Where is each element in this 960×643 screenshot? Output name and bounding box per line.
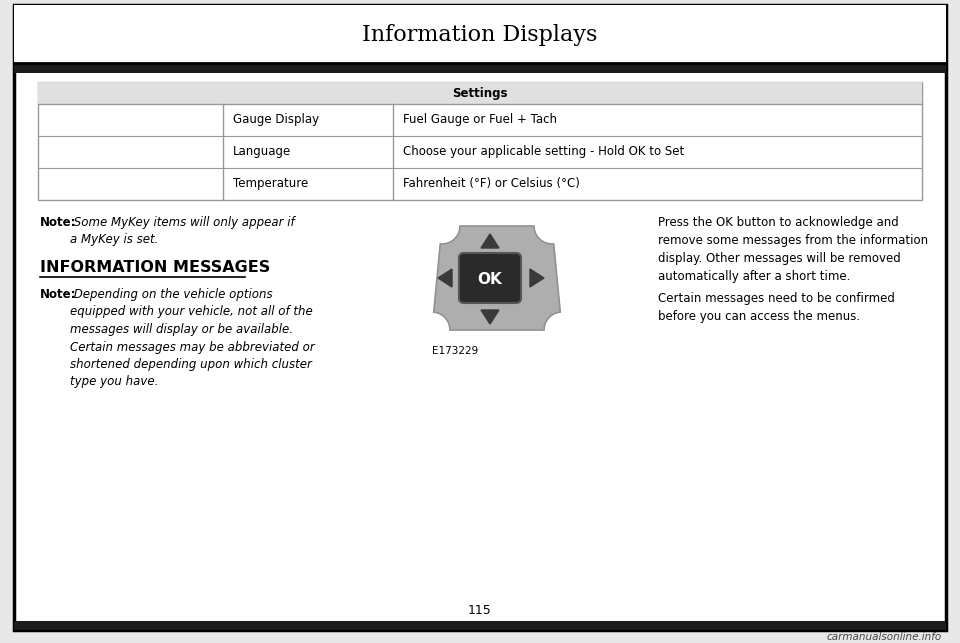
Text: E173229: E173229 — [432, 346, 478, 356]
Polygon shape — [434, 226, 561, 330]
Bar — [14, 621, 946, 630]
Bar — [38, 82, 922, 200]
Text: Note:: Note: — [40, 216, 77, 229]
Text: OK: OK — [478, 271, 502, 287]
Text: Depending on the vehicle options
equipped with your vehicle, not all of the
mess: Depending on the vehicle options equippe… — [70, 288, 315, 388]
Text: Note:: Note: — [40, 288, 77, 301]
Text: carmanualsonline.info: carmanualsonline.info — [827, 632, 942, 642]
Text: Fuel Gauge or Fuel + Tach: Fuel Gauge or Fuel + Tach — [403, 114, 557, 127]
Text: 115: 115 — [468, 604, 492, 617]
Bar — [14, 63, 946, 73]
Text: Information Displays: Information Displays — [362, 24, 598, 46]
Text: Language: Language — [233, 145, 291, 159]
Text: Press the OK button to acknowledge and
remove some messages from the information: Press the OK button to acknowledge and r… — [658, 216, 928, 283]
Text: Settings: Settings — [452, 87, 508, 100]
Text: Choose your applicable setting - Hold OK to Set: Choose your applicable setting - Hold OK… — [403, 145, 684, 159]
Text: Fahrenheit (°F) or Celsius (°C): Fahrenheit (°F) or Celsius (°C) — [403, 177, 580, 190]
Text: Some MyKey items will only appear if
a MyKey is set.: Some MyKey items will only appear if a M… — [70, 216, 295, 246]
FancyBboxPatch shape — [459, 253, 521, 303]
Polygon shape — [481, 310, 499, 324]
Polygon shape — [438, 269, 452, 287]
Text: Temperature: Temperature — [233, 177, 308, 190]
Polygon shape — [434, 226, 561, 330]
Polygon shape — [481, 234, 499, 248]
Text: Gauge Display: Gauge Display — [233, 114, 319, 127]
Bar — [14, 5, 946, 63]
Bar — [38, 82, 922, 104]
Text: INFORMATION MESSAGES: INFORMATION MESSAGES — [40, 260, 271, 275]
Text: Certain messages need to be confirmed
before you can access the menus.: Certain messages need to be confirmed be… — [658, 292, 895, 323]
Polygon shape — [530, 269, 544, 287]
